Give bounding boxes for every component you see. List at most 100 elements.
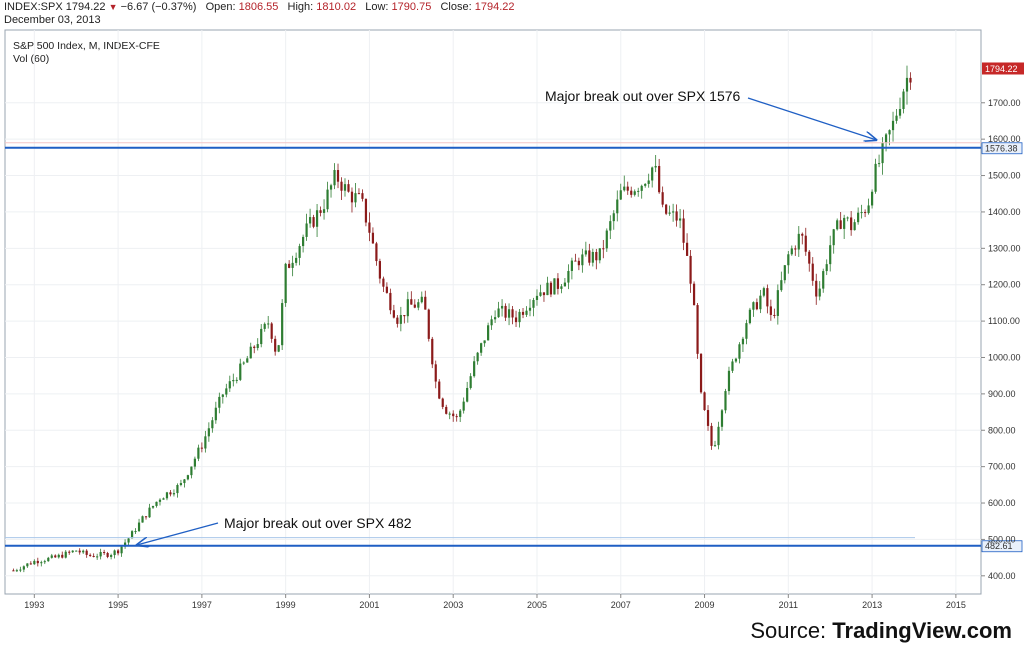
change: −6.67 (−0.37%) [120,1,197,13]
candle-body [375,243,378,262]
candle-body [822,271,825,289]
candle-body [640,185,643,191]
candle-body [361,193,364,199]
candle-body [857,212,860,223]
candle-body [71,550,74,553]
candle-body [354,193,357,203]
x-tick-label: 2011 [779,600,798,610]
candle-body [633,191,636,195]
candle-body [274,338,277,352]
candle-body [120,546,123,554]
candle-body [500,305,504,309]
candle-body [724,391,727,411]
x-tick-label: 1997 [192,600,212,610]
candle-body [738,344,741,359]
candle-body [445,406,448,414]
candle-body [29,563,32,565]
candle-body [713,445,717,447]
candle-body [329,185,333,190]
candle-body [825,264,828,272]
candle-body [319,210,322,213]
candle-body [535,295,539,300]
candle-body [68,551,71,553]
candle-body [89,554,92,556]
x-tick-label: 1995 [108,600,128,610]
candle-body [176,485,179,494]
candle-body [78,550,81,553]
candle-body [54,555,57,558]
y-tick-label: 600.00 [988,498,1016,508]
x-tick-label: 2009 [695,600,715,610]
candle-body [75,550,78,552]
candle-body [462,401,465,411]
candle-body [172,493,176,495]
candle-body [148,507,151,518]
candle-body [469,376,472,388]
candle-body [672,211,675,213]
candle-body [808,251,811,264]
candle-body [507,309,511,318]
candle-body [99,552,102,557]
candle-body [682,218,685,243]
candle-body [752,302,755,310]
plot-area[interactable] [4,29,982,595]
series-title: S&P 500 Index, M, INDEX-CFE [13,40,160,52]
candle-body [410,299,413,305]
candle-body [685,242,689,256]
candle-body [846,217,849,219]
candle-body [905,77,909,92]
candle-body [473,361,476,377]
candle-body [36,560,39,564]
candle-body [253,346,256,349]
candle-body [295,257,298,263]
candle-body [720,410,724,427]
last-price: 1794.22 [65,1,106,13]
y-tick-label: 1500.00 [988,171,1021,181]
candle-body [158,499,162,502]
candle-body [284,263,287,304]
low-value: 1790.75 [391,1,432,13]
x-tick-label: 2001 [359,600,379,610]
candle-body [155,501,158,506]
candle-body [197,447,200,459]
candle-body [169,492,172,495]
candle-body [759,295,762,310]
annotation-arrow [137,522,219,545]
down-arrow-icon: ▼ [108,2,118,12]
annotation-label: Major break out over SPX 482 [224,515,412,531]
candle-body [843,217,846,229]
candle-body [532,299,535,308]
candle-body [420,296,423,303]
x-tick-label: 1993 [24,600,44,610]
candle-body [33,560,36,565]
candle-body [61,554,64,558]
low-label: Low: [365,1,389,13]
candle-body [776,290,779,316]
candle-body [392,310,395,318]
candle-body [574,260,577,262]
last-price-badge [982,62,1024,75]
candle-body [239,363,242,380]
candle-body [434,364,437,382]
candle-body [836,220,839,230]
candle-body [741,338,745,345]
candle-body [389,292,392,311]
candle-body [888,130,891,135]
candle-body [340,181,343,191]
candle-body [82,550,85,553]
candle-body [43,561,46,563]
candle-body [249,346,252,359]
y-tick-label: 1300.00 [988,243,1021,253]
candle-body [403,315,406,317]
indicator-label[interactable]: Vol (60) [13,53,50,65]
candle-body [577,260,580,266]
candle-body [493,317,497,320]
candle-body [755,302,758,310]
candle-body [591,251,594,263]
candle-body [511,309,514,318]
candle-body [151,505,155,508]
candle-body [204,436,207,449]
y-tick-label: 400.00 [988,571,1016,581]
candle-body [256,344,259,349]
